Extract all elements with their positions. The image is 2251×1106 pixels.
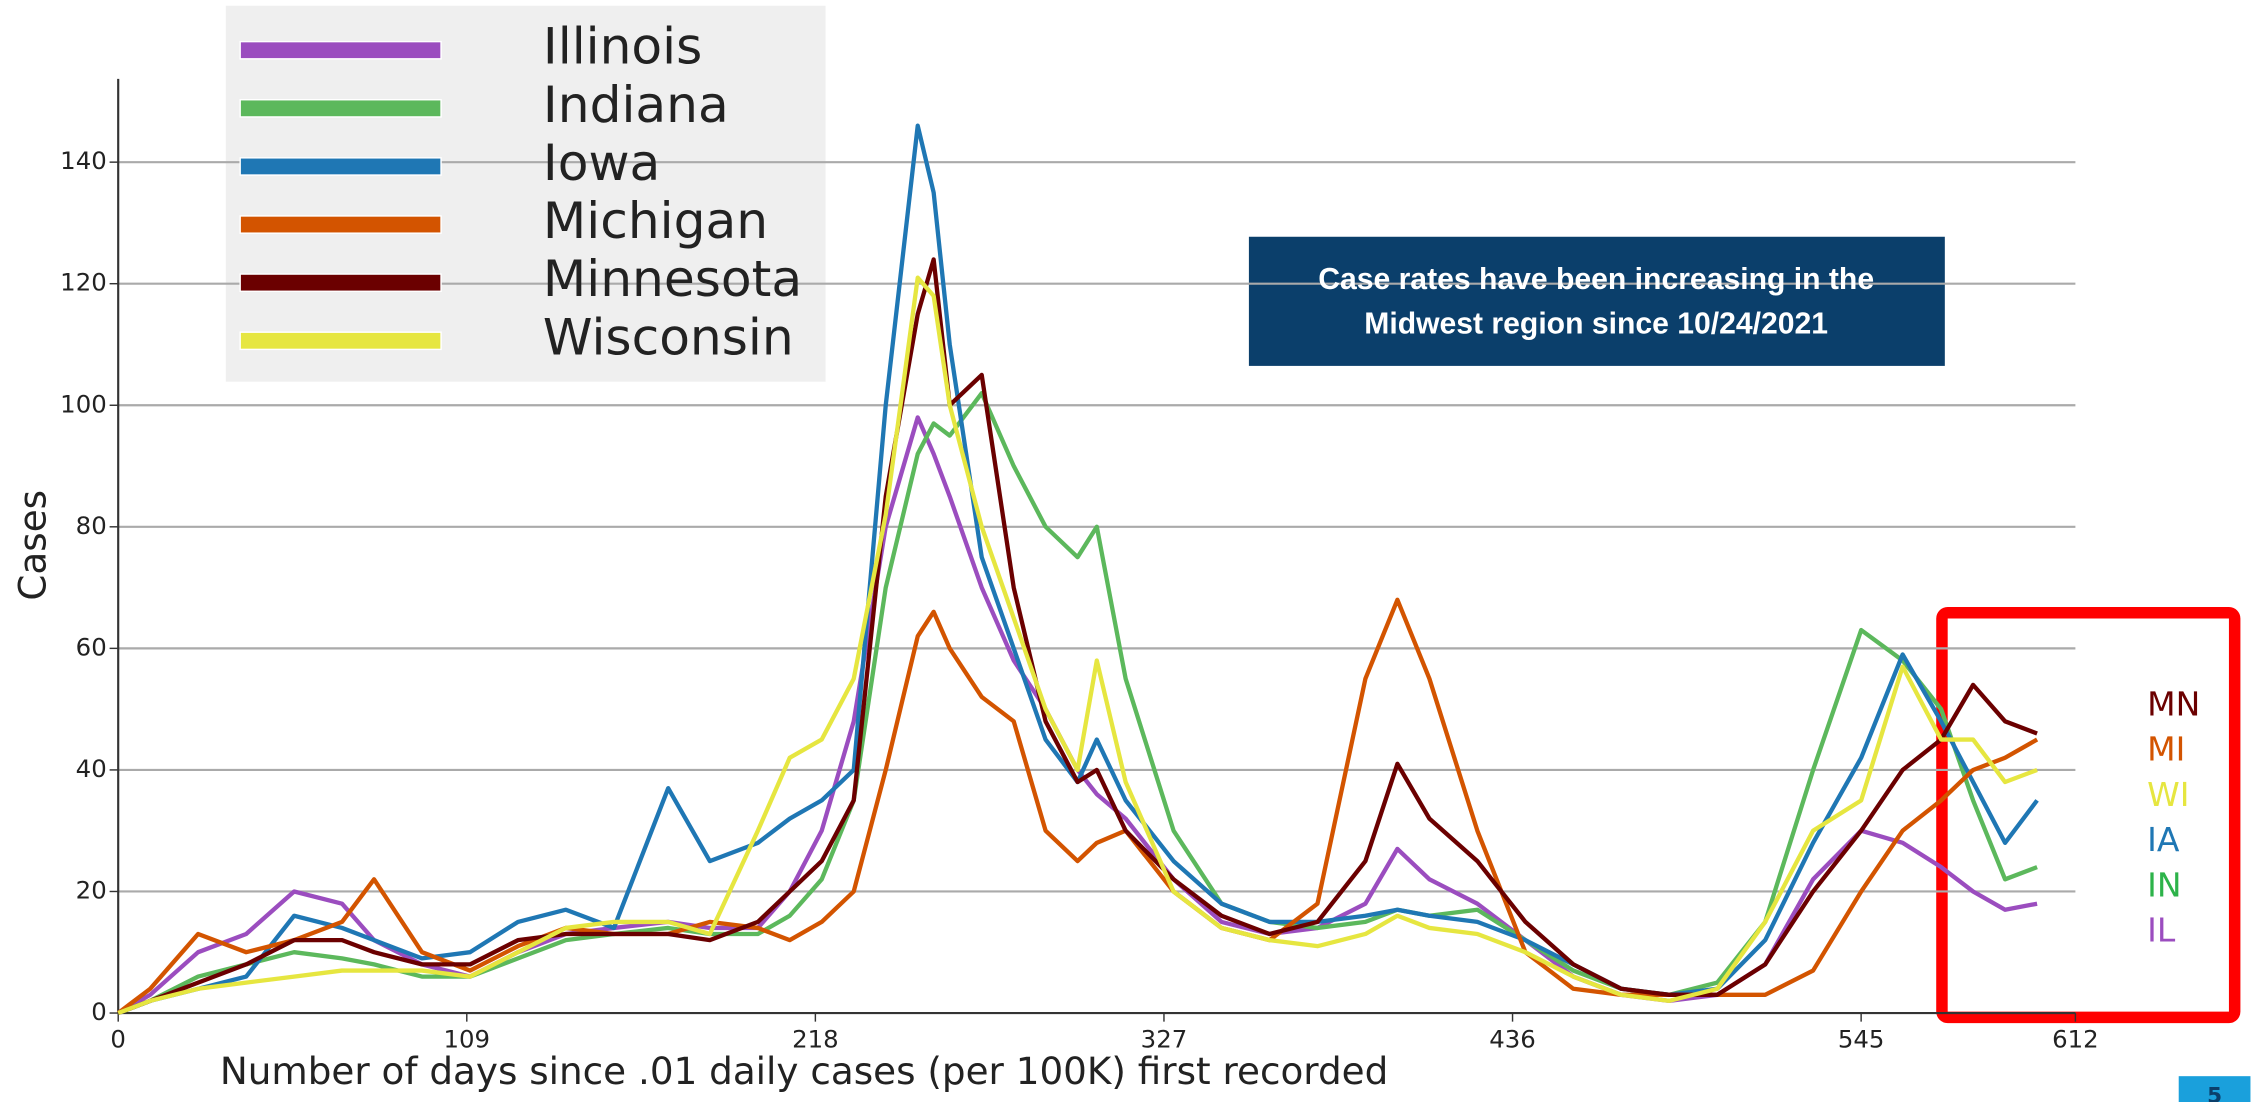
legend-swatch bbox=[239, 40, 442, 60]
legend-swatch bbox=[239, 99, 442, 118]
y-tick-label: 40 bbox=[76, 754, 107, 783]
legend-swatch bbox=[239, 157, 442, 176]
end-label: MI bbox=[2147, 730, 2185, 769]
y-tick-label: 140 bbox=[60, 146, 107, 175]
note-box bbox=[1248, 236, 1945, 366]
legend-label: Indiana bbox=[543, 75, 729, 134]
legend-box bbox=[225, 5, 826, 382]
end-label: IN bbox=[2147, 865, 2181, 904]
y-tick-label: 100 bbox=[60, 389, 107, 418]
y-tick-label: 120 bbox=[60, 268, 107, 297]
end-label: IA bbox=[2147, 820, 2180, 859]
x-axis-label: Number of days since .01 daily cases (pe… bbox=[220, 1049, 1388, 1093]
end-label: IL bbox=[2147, 910, 2176, 949]
y-tick-label: 0 bbox=[91, 997, 107, 1026]
y-tick-label: 20 bbox=[76, 875, 107, 904]
legend-label: Illinois bbox=[543, 17, 702, 76]
x-tick-label: 327 bbox=[1141, 1024, 1188, 1053]
legend-label: Iowa bbox=[543, 133, 660, 192]
legend-label: Wisconsin bbox=[543, 307, 794, 366]
note-text: Midwest region since 10/24/2021 bbox=[1364, 308, 1828, 341]
page-number: 5 bbox=[2207, 1083, 2222, 1102]
x-tick-label: 0 bbox=[110, 1024, 126, 1053]
series-line bbox=[117, 415, 2038, 1015]
note-text: Case rates have been increasing in the bbox=[1318, 263, 1874, 296]
y-axis-label: Cases bbox=[10, 490, 54, 601]
end-label: MN bbox=[2147, 684, 2200, 723]
series-line bbox=[117, 391, 2038, 1016]
end-label: WI bbox=[2147, 775, 2189, 814]
x-tick-label: 545 bbox=[1838, 1024, 1885, 1053]
x-tick-label: 218 bbox=[792, 1024, 839, 1053]
x-tick-label: 109 bbox=[444, 1024, 491, 1053]
legend-label: Minnesota bbox=[543, 249, 802, 308]
legend-swatch bbox=[239, 215, 442, 234]
x-tick-label: 436 bbox=[1489, 1024, 1536, 1053]
legend-label: Michigan bbox=[543, 191, 768, 250]
y-tick-label: 60 bbox=[76, 632, 107, 661]
y-tick-label: 80 bbox=[76, 511, 107, 540]
series-line bbox=[117, 257, 2038, 1016]
page-badge bbox=[2178, 1076, 2251, 1102]
legend-swatch bbox=[239, 273, 442, 293]
x-tick-label: 612 bbox=[2052, 1024, 2099, 1053]
highlight-box bbox=[1936, 606, 2241, 1024]
series-line bbox=[117, 275, 2038, 1016]
legend-swatch bbox=[239, 331, 442, 351]
